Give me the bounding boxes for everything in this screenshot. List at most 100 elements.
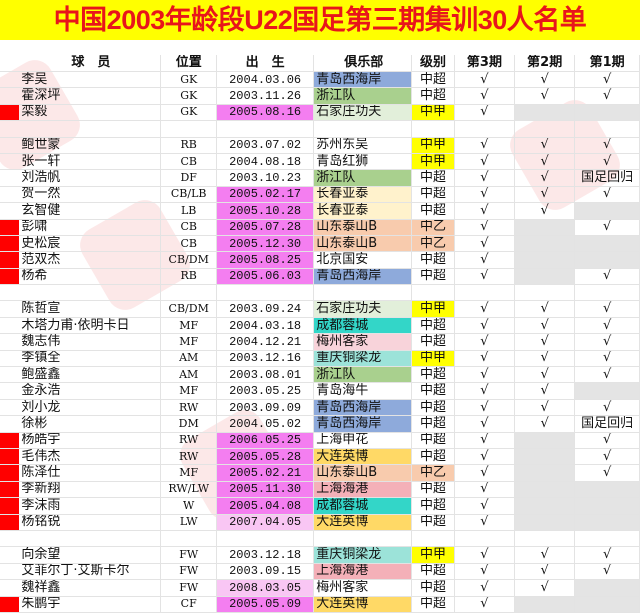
phase-1-status — [574, 579, 640, 597]
player-birth: 2005.11.30 — [216, 481, 315, 499]
player-level: 中超 — [411, 399, 455, 417]
player-name: 霍深坪 — [19, 87, 162, 105]
header-position: 位置 — [160, 55, 217, 72]
player-club: 石家庄功夫 — [313, 104, 413, 122]
player-club: 大连英博 — [313, 448, 413, 466]
phase-2-status: √ — [514, 399, 576, 417]
player-position: MF — [160, 382, 217, 400]
phase-1-status: 国足回归 — [574, 415, 640, 433]
phase-3-status: √ — [454, 219, 516, 236]
phase-2-status — [514, 481, 576, 499]
player-name: 史松宸 — [19, 235, 162, 253]
phase-2-status: √ — [514, 169, 576, 187]
player-position: CB/DM — [160, 251, 217, 269]
player-birth: 2003.09.09 — [216, 399, 315, 417]
phase-1-status: √ — [574, 317, 640, 335]
player-name: 徐彬 — [19, 415, 162, 433]
header-name: 球 员 — [19, 55, 162, 72]
empty-cell — [454, 530, 516, 548]
phase-3-status: √ — [454, 186, 516, 204]
player-level: 中甲 — [411, 104, 455, 122]
player-name: 贺一然 — [19, 186, 162, 204]
phase-3-status: √ — [454, 497, 516, 515]
phase-1-status — [574, 497, 640, 515]
player-birth: 2003.05.25 — [216, 382, 315, 400]
player-club: 北京国安 — [313, 251, 413, 269]
phase-1-status: √ — [574, 448, 640, 466]
player-birth: 2007.04.05 — [216, 514, 315, 531]
phase-3-status: √ — [454, 317, 516, 335]
player-position: DM — [160, 415, 217, 433]
empty-cell — [411, 530, 455, 548]
player-birth: 2005.05.28 — [216, 448, 315, 466]
empty-cell — [454, 120, 516, 138]
player-birth: 2005.10.28 — [216, 202, 315, 220]
player-row: 向余望 FW 2003.12.18 重庆铜梁龙 中甲 √ √ √ — [0, 546, 640, 564]
player-name: 刘浩帆 — [19, 169, 162, 187]
phase-2-status — [514, 448, 576, 466]
phase-2-status: √ — [514, 153, 576, 171]
player-birth: 2005.08.25 — [216, 251, 315, 269]
player-club: 重庆铜梁龙 — [313, 546, 413, 564]
phase-3-status: √ — [454, 464, 516, 482]
player-level: 中超 — [411, 579, 455, 597]
phase-3-status: √ — [454, 415, 516, 433]
player-level: 中超 — [411, 514, 455, 531]
player-club: 梅州客家 — [313, 579, 413, 597]
blank-row — [0, 284, 640, 302]
phase-2-status: √ — [514, 202, 576, 220]
player-row: 李吴 GK 2004.03.06 青岛西海岸 中超 √ √ √ — [0, 71, 640, 89]
player-row: 徐彬 DM 2004.05.02 青岛西海岸 中超 √ √ 国足回归 — [0, 415, 640, 433]
player-birth: 2003.09.24 — [216, 300, 315, 318]
phase-1-status: √ — [574, 546, 640, 564]
phase-3-status: √ — [454, 268, 516, 286]
roster-table: 球 员 位置 出 生 俱乐部 级别 第3期 第2期 第1期 李吴 GK 2004.0… — [0, 55, 640, 613]
empty-cell — [411, 120, 455, 138]
phase-1-status: √ — [574, 300, 640, 318]
player-birth: 2003.08.01 — [216, 366, 315, 384]
player-name: 杨希 — [19, 268, 162, 286]
player-name: 李吴 — [19, 71, 162, 89]
player-position: AM — [160, 350, 217, 368]
player-position: FW — [160, 563, 217, 581]
u21-marker — [0, 268, 20, 286]
u21-marker — [0, 153, 20, 171]
player-row: 毛伟杰 RW 2005.05.28 大连英博 中超 √ √ — [0, 448, 640, 466]
player-name: 木塔力甫·依明卡日 — [19, 317, 162, 335]
player-row: 李新翔 RW/LW 2005.11.30 上海海港 中超 √ — [0, 481, 640, 499]
phase-3-status: √ — [454, 432, 516, 449]
player-level: 中超 — [411, 382, 455, 400]
u21-marker — [0, 464, 20, 482]
phase-3-status: √ — [454, 251, 516, 269]
u21-marker — [0, 317, 20, 335]
phase-2-status — [514, 464, 576, 482]
player-row: 木塔力甫·依明卡日 MF 2004.03.18 成都蓉城 中超 √ √ √ — [0, 317, 640, 335]
player-position: CB — [160, 219, 217, 236]
player-club: 长春亚泰 — [313, 186, 413, 204]
player-level: 中超 — [411, 333, 455, 351]
player-row: 李镇全 AM 2003.12.16 重庆铜梁龙 中甲 √ √ √ — [0, 350, 640, 368]
empty-cell — [19, 284, 162, 302]
u21-marker — [0, 481, 20, 499]
blank-row — [0, 530, 640, 548]
player-row: 金永浩 MF 2003.05.25 青岛海牛 中超 √ √ — [0, 382, 640, 400]
player-name: 杨铭锐 — [19, 514, 162, 531]
u21-marker — [0, 382, 20, 400]
u21-marker — [0, 497, 20, 515]
player-name: 李沫雨 — [19, 497, 162, 515]
empty-cell — [160, 120, 217, 138]
player-row: 魏志伟 MF 2004.12.21 梅州客家 中超 √ √ √ — [0, 333, 640, 351]
phase-1-status: √ — [574, 153, 640, 171]
player-club: 青岛西海岸 — [313, 415, 413, 433]
player-level: 中超 — [411, 497, 455, 515]
player-name: 范双杰 — [19, 251, 162, 269]
player-name: 鲍盛鑫 — [19, 366, 162, 384]
player-birth: 2004.05.02 — [216, 415, 315, 433]
player-club: 梅州客家 — [313, 333, 413, 351]
header-birth: 出 生 — [216, 55, 315, 72]
player-name: 艾菲尔丁·艾斯卡尔 — [19, 563, 162, 581]
empty-cell — [574, 120, 640, 138]
player-position: RW — [160, 399, 217, 417]
player-name: 栾毅 — [19, 104, 162, 122]
u21-marker — [0, 399, 20, 417]
